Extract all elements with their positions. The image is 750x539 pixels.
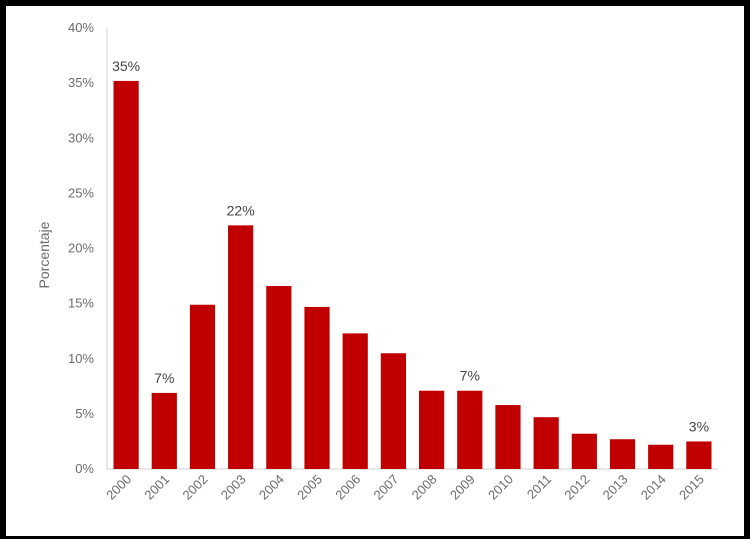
y-tick-label: 25% [68, 185, 94, 200]
x-tick-label: 2006 [332, 472, 363, 503]
bar-2007 [380, 353, 407, 469]
data-label-2009: 7% [460, 368, 480, 384]
bar-2006 [342, 333, 368, 469]
y-tick-label: 5% [75, 406, 94, 421]
bar-2015 [686, 441, 712, 469]
x-tick-label: 2008 [409, 472, 440, 503]
y-tick-label: 10% [68, 351, 94, 366]
x-tick-label: 2014 [638, 472, 669, 503]
x-tick-label: 2005 [294, 472, 325, 503]
data-label-2001: 7% [154, 370, 174, 386]
bar-2005 [304, 306, 330, 469]
bar-2011 [533, 417, 559, 469]
x-tick-label: 2012 [561, 472, 592, 503]
x-tick-label: 2002 [180, 472, 211, 503]
data-label-2015: 3% [689, 418, 709, 434]
y-tick-label: 20% [68, 241, 94, 256]
bar-2001 [151, 392, 177, 469]
data-label-2003: 22% [227, 202, 255, 218]
x-tick-label: 2013 [600, 472, 631, 503]
bar-2004 [266, 285, 292, 469]
bar-2008 [418, 390, 445, 469]
bar-2012 [571, 433, 597, 469]
x-tick-label: 2003 [218, 472, 249, 503]
x-tick-label: 2009 [447, 472, 478, 503]
y-tick-label: 40% [68, 20, 94, 35]
bar-2013 [609, 439, 636, 469]
y-tick-label: 30% [68, 130, 94, 145]
y-tick-label: 15% [68, 296, 94, 311]
y-tick-label: 35% [68, 75, 94, 90]
y-tick-label: 0% [75, 461, 94, 476]
bar-2014 [648, 444, 674, 469]
x-tick-label: 2007 [370, 472, 401, 503]
x-tick-label: 2004 [256, 472, 287, 503]
bar-2000 [113, 80, 139, 470]
x-tick-label: 2010 [485, 472, 516, 503]
x-tick-label: 2015 [676, 472, 707, 503]
x-tick-label: 2000 [103, 472, 134, 503]
y-axis-label: Porcentaje [36, 221, 52, 288]
bar-2010 [495, 405, 521, 469]
x-tick-label: 2011 [524, 472, 554, 502]
x-tick-label: 2001 [141, 472, 172, 503]
data-label-2000: 35% [112, 58, 140, 74]
bar-2003 [228, 225, 254, 469]
bar-2009 [457, 390, 483, 469]
bar-2002 [189, 304, 216, 469]
